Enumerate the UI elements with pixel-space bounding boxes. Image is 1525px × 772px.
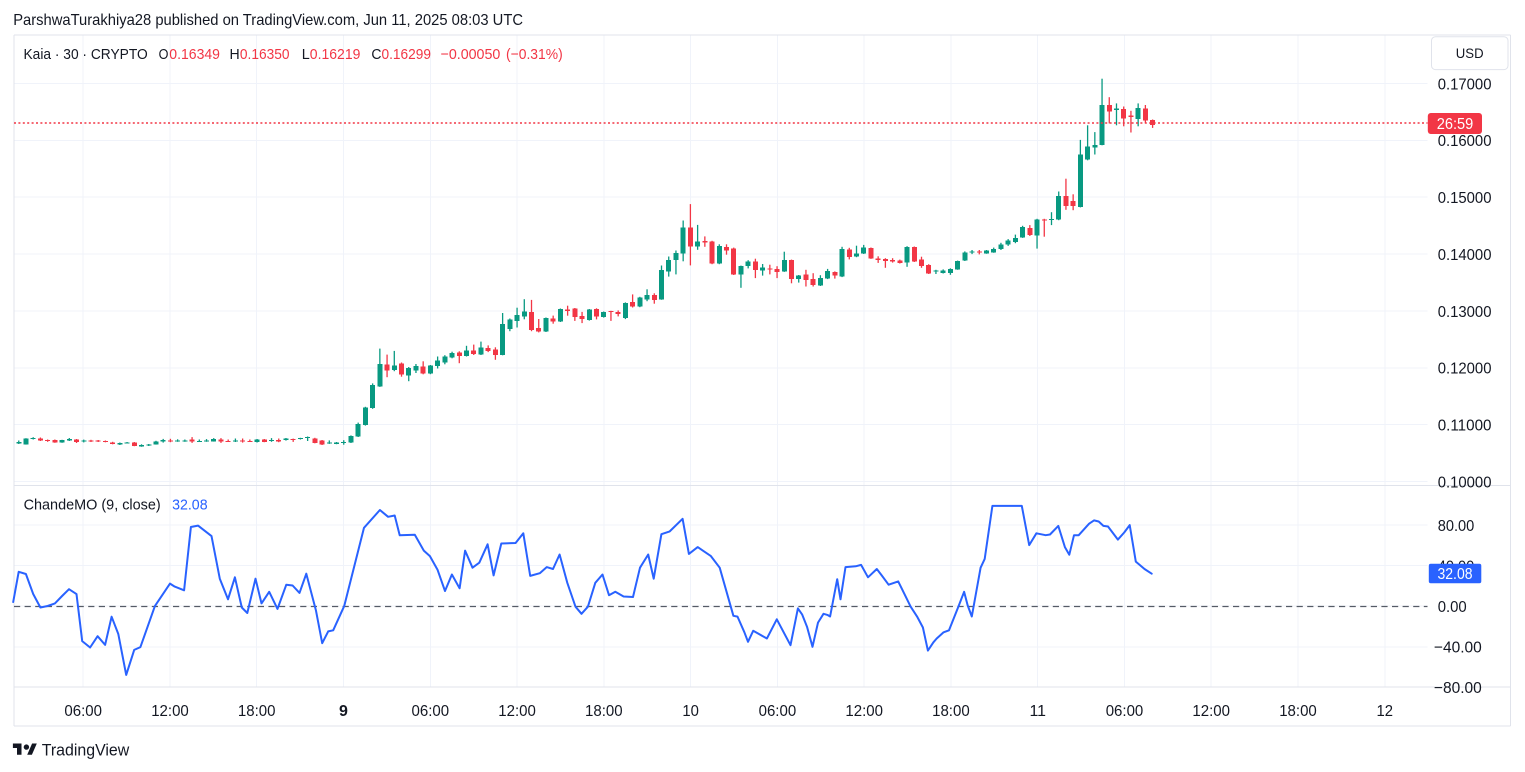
svg-text:TradingView: TradingView [42,741,130,760]
svg-text:0.16000: 0.16000 [1438,133,1492,150]
svg-text:0.15000: 0.15000 [1438,190,1492,207]
svg-text:11: 11 [1029,703,1046,720]
svg-text:18:00: 18:00 [585,703,623,720]
svg-text:12: 12 [1377,703,1394,720]
svg-text:26:59: 26:59 [1437,116,1474,133]
svg-text:80.00: 80.00 [1438,518,1475,535]
svg-text:18:00: 18:00 [238,703,276,720]
svg-text:10: 10 [682,703,699,720]
svg-text:06:00: 06:00 [1106,703,1144,720]
svg-text:06:00: 06:00 [759,703,797,720]
svg-text:06:00: 06:00 [64,703,102,720]
svg-text:0.17000: 0.17000 [1438,76,1492,93]
svg-text:USD: USD [1456,45,1484,61]
svg-text:32.08: 32.08 [1438,566,1473,583]
svg-text:0.00: 0.00 [1438,599,1467,616]
svg-text:−80.00: −80.00 [1434,680,1482,697]
svg-text:12:00: 12:00 [845,703,883,720]
svg-text:06:00: 06:00 [412,703,450,720]
svg-text:0.12000: 0.12000 [1438,361,1492,378]
svg-text:12:00: 12:00 [151,703,189,720]
svg-text:0.10000: 0.10000 [1438,474,1492,491]
svg-text:18:00: 18:00 [932,703,970,720]
svg-text:0.13000: 0.13000 [1438,304,1492,321]
svg-text:18:00: 18:00 [1279,703,1317,720]
svg-text:ChandeMO (9, close)32.08: ChandeMO (9, close) 32.08 [24,497,208,514]
svg-text:ParshwaTurakhiya28 published o: ParshwaTurakhiya28 published on TradingV… [13,12,523,29]
svg-text:12:00: 12:00 [498,703,536,720]
svg-text:0.11000: 0.11000 [1438,418,1492,435]
svg-text:12:00: 12:00 [1192,703,1230,720]
svg-text:0.14000: 0.14000 [1438,247,1492,264]
svg-text:9: 9 [339,703,348,720]
svg-text:−40.00: −40.00 [1434,640,1482,657]
